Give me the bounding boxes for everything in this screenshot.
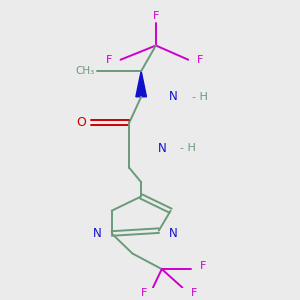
Text: O: O	[76, 116, 86, 129]
Text: N: N	[169, 90, 178, 103]
Text: F: F	[153, 11, 159, 21]
Text: F: F	[200, 261, 206, 271]
Text: CH₃: CH₃	[76, 66, 95, 76]
Text: F: F	[106, 55, 112, 65]
Text: N: N	[158, 142, 166, 154]
Text: - H: - H	[180, 143, 196, 153]
Text: N: N	[93, 227, 101, 240]
Text: F: F	[141, 288, 147, 298]
Text: F: F	[191, 288, 197, 298]
Text: F: F	[197, 55, 203, 65]
Text: - H: - H	[192, 92, 208, 102]
Text: N: N	[169, 227, 178, 240]
Polygon shape	[136, 71, 146, 97]
